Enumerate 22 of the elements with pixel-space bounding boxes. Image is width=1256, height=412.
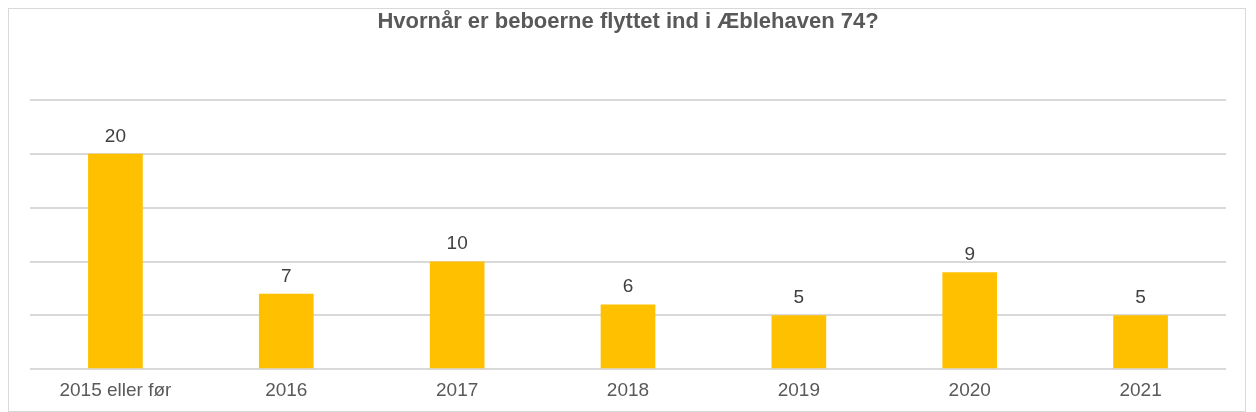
data-label: 5 <box>793 286 805 308</box>
bar <box>429 261 485 369</box>
x-tick-label: 2020 <box>948 378 991 400</box>
data-label: 9 <box>964 243 975 265</box>
x-tick-label: 2015 eller før <box>59 378 173 400</box>
data-label: 10 <box>446 232 468 254</box>
x-tick-label: 2017 <box>436 378 479 400</box>
data-label: 20 <box>104 124 126 146</box>
bar <box>258 293 314 369</box>
bar <box>1113 315 1168 369</box>
x-tick-label: 2018 <box>606 378 650 400</box>
data-label: 5 <box>1135 286 1146 308</box>
x-tick-label: 2016 <box>265 378 308 400</box>
bar <box>942 272 998 369</box>
chart-title: Hvornår er beboerne flyttet ind i Æblehaven 74? <box>376 8 880 34</box>
bar <box>88 153 143 369</box>
x-tick-label: 2019 <box>777 378 820 400</box>
bar <box>600 304 656 369</box>
bar <box>771 315 827 369</box>
x-tick-label: 2021 <box>1119 378 1162 400</box>
data-label: 7 <box>281 264 292 286</box>
data-label: 6 <box>622 275 634 297</box>
